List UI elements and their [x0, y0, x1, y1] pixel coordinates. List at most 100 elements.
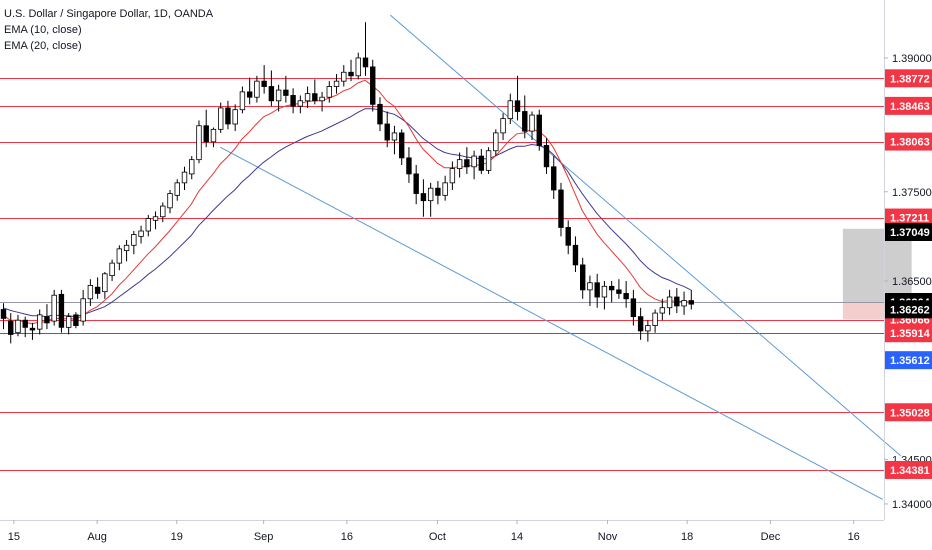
candle — [341, 65, 347, 87]
candle — [355, 52, 361, 80]
candle — [268, 70, 275, 107]
level-tag: 1.34381 — [890, 465, 930, 477]
candle — [167, 189, 173, 214]
candle-body — [637, 316, 644, 332]
candle-body — [58, 293, 65, 328]
candle-body — [398, 132, 405, 159]
candle-body — [659, 307, 666, 314]
candle-body — [312, 93, 318, 102]
level-tag-bg — [885, 132, 932, 151]
candle — [8, 313, 14, 344]
candle — [94, 277, 101, 299]
ema20-line — [2, 108, 692, 318]
candle-body — [109, 262, 115, 277]
candle-body — [608, 285, 615, 291]
candle — [630, 289, 637, 326]
candle-body — [94, 286, 101, 294]
candle-body — [362, 57, 369, 68]
candle — [493, 129, 499, 157]
time-tick-label: 15 — [8, 531, 20, 543]
candle — [217, 102, 224, 133]
candle-body — [152, 216, 159, 221]
candle-body — [652, 312, 658, 326]
candle — [362, 22, 369, 76]
candle-body — [290, 95, 296, 107]
level-tag: 1.38772 — [890, 73, 930, 85]
candle-body — [370, 66, 376, 105]
candle — [319, 91, 325, 112]
candle-body — [232, 109, 238, 125]
candle-body — [116, 248, 123, 264]
candle — [210, 127, 217, 148]
candle — [456, 152, 463, 178]
time-tick-label: 16 — [341, 531, 353, 543]
candle — [174, 179, 180, 201]
candle-body — [478, 155, 485, 171]
candle — [514, 75, 521, 121]
horizontal-levels — [0, 78, 884, 471]
candle-body — [246, 91, 253, 98]
candle-body — [239, 91, 246, 111]
candle — [145, 214, 151, 237]
candle — [22, 316, 28, 338]
candle — [0, 303, 7, 330]
level-tag: 1.38063 — [890, 137, 930, 149]
candle-body — [688, 300, 694, 305]
candle — [551, 156, 557, 199]
candle-body — [123, 244, 130, 252]
box-mid-tag: 1.36262 — [890, 304, 930, 316]
price-tick-label: 1.36500 — [892, 276, 932, 288]
time-tick-label: Aug — [87, 531, 107, 543]
time-tick-label: Sep — [254, 531, 274, 543]
candle-body — [326, 86, 332, 98]
candle — [478, 148, 485, 174]
candle-body — [167, 193, 173, 209]
candle — [44, 304, 50, 330]
time-tick-label: 18 — [681, 531, 693, 543]
candle — [601, 280, 608, 310]
time-axis[interactable]: 15 Aug 19 Sep 16 Oct 14 Nov 18 Dec 16 — [0, 520, 884, 543]
candle — [116, 245, 123, 271]
candle — [442, 175, 448, 201]
candle-body — [268, 86, 275, 102]
candle-body — [522, 111, 528, 132]
candle — [398, 129, 405, 166]
candle — [15, 314, 21, 337]
candle-body — [217, 107, 224, 130]
candle-body — [283, 89, 289, 96]
level-tag-bg — [885, 403, 932, 422]
candle-body — [160, 205, 166, 218]
price-tick-label: 1.37500 — [892, 187, 932, 199]
candle — [312, 79, 318, 105]
candle — [485, 147, 492, 174]
chart-plot-area[interactable] — [0, 14, 912, 500]
candle-body — [73, 314, 79, 326]
trendlines — [219, 14, 902, 500]
level-tag-bg — [885, 96, 932, 115]
candle-body — [645, 325, 651, 332]
candle-body — [464, 159, 470, 168]
candle — [645, 320, 651, 342]
candle — [681, 291, 687, 315]
candle-body — [51, 294, 57, 322]
candle-body — [420, 193, 427, 202]
candle-body — [500, 118, 506, 134]
candle-body — [543, 144, 550, 168]
candle — [131, 231, 137, 255]
candle — [587, 275, 593, 306]
candle-body — [348, 71, 354, 77]
candle-body — [558, 189, 564, 228]
candle — [377, 97, 383, 132]
candle — [348, 59, 354, 82]
candle — [73, 312, 79, 329]
candle — [225, 100, 231, 130]
level-tag: 1.35028 — [890, 407, 930, 419]
candle-body — [341, 71, 347, 82]
candle — [51, 289, 57, 326]
candle-body — [80, 298, 86, 322]
candle-body — [131, 234, 137, 246]
candle-body — [0, 309, 7, 319]
